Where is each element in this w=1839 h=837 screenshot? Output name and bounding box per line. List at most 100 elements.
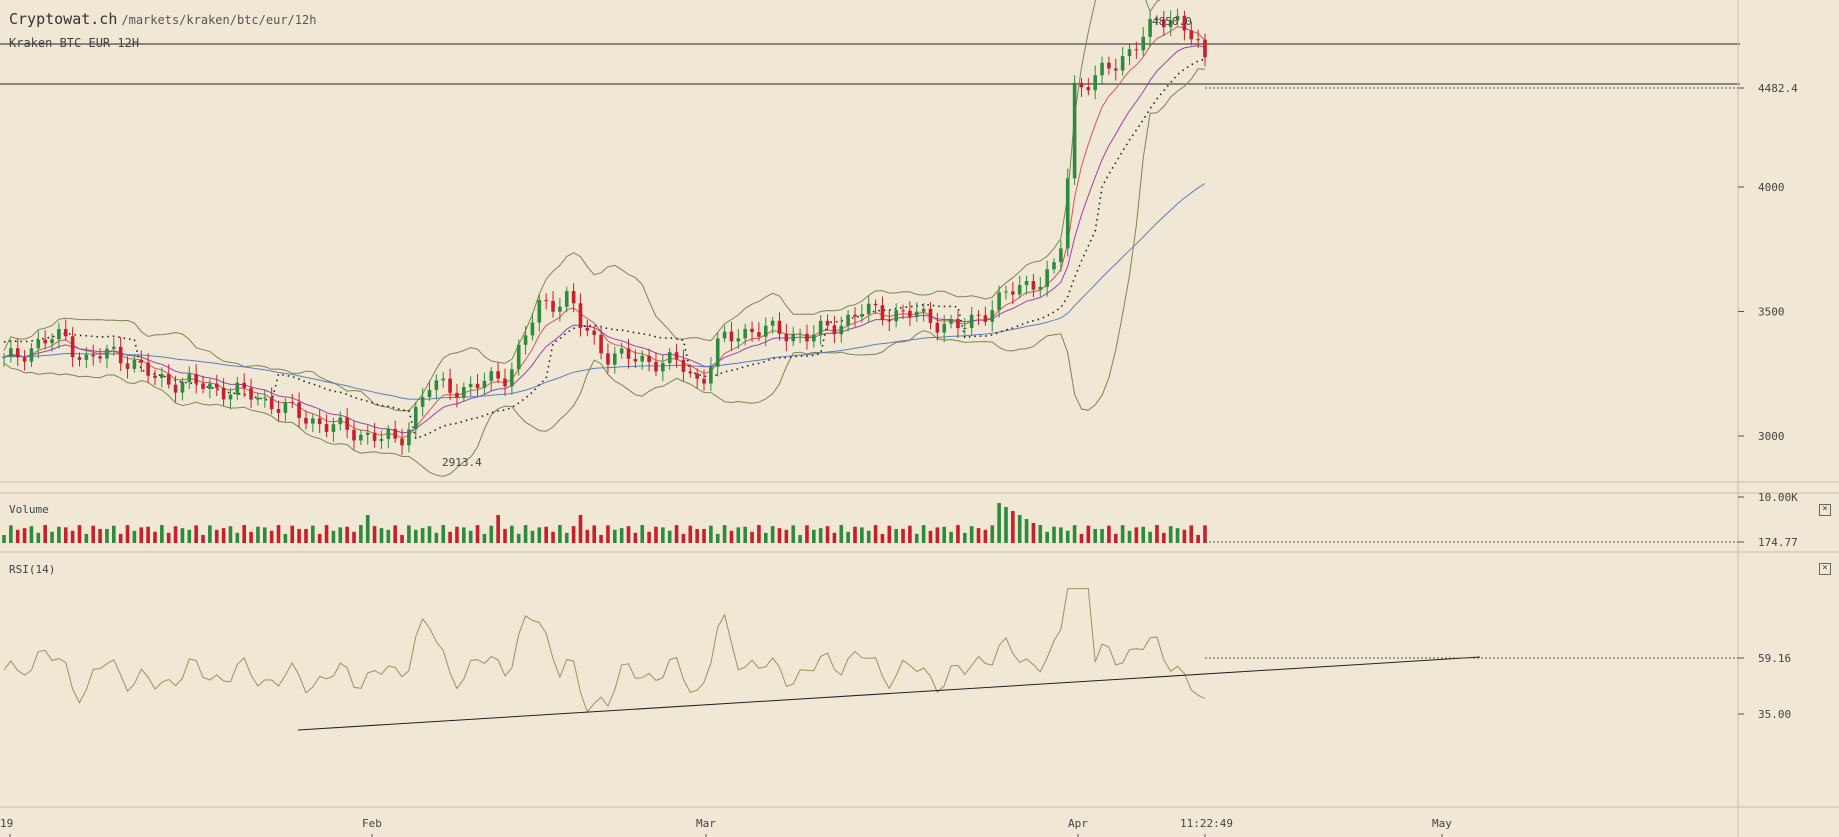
volume-bar xyxy=(290,525,295,543)
volume-bar xyxy=(166,532,171,543)
volume-bar xyxy=(592,525,597,543)
rsi-current-label: 59.16 xyxy=(1758,652,1791,665)
volume-bar xyxy=(1093,528,1097,543)
candle-body xyxy=(1120,56,1125,71)
volume-bar xyxy=(647,531,651,543)
volume-bar xyxy=(1141,526,1146,543)
volume-max-label: 10.00K xyxy=(1758,491,1798,504)
volume-bar xyxy=(1182,529,1187,543)
candle-body xyxy=(825,320,830,326)
site-name[interactable]: Cryptowat.ch xyxy=(9,10,118,28)
candle-body xyxy=(914,311,919,317)
candle-body xyxy=(441,378,446,381)
candle-body xyxy=(455,392,459,398)
candle-body xyxy=(908,310,912,317)
volume-bar xyxy=(365,515,370,543)
volume-bar xyxy=(462,527,466,543)
volume-bar xyxy=(757,525,761,543)
candle-body xyxy=(345,417,349,430)
price-tick-label: 4000 xyxy=(1758,181,1785,194)
candle-body xyxy=(1155,19,1159,21)
volume-bar xyxy=(173,526,178,543)
candle-body xyxy=(468,383,473,388)
candle-body xyxy=(791,333,796,342)
volume-bar xyxy=(441,525,446,543)
candle-body xyxy=(77,357,82,360)
candle-body xyxy=(180,381,185,393)
candle-body xyxy=(990,310,995,322)
volume-bar xyxy=(1031,523,1036,543)
sma-slow-line xyxy=(3,183,1206,400)
volume-bar xyxy=(681,533,686,543)
candlestick-group xyxy=(2,8,1207,456)
volume-bar xyxy=(359,525,363,543)
site-title[interactable]: Cryptowat.ch/markets/kraken/btc/eur/12h xyxy=(9,10,316,28)
rsi-panel-close-icon[interactable]: × xyxy=(1819,563,1831,575)
volume-bar xyxy=(928,530,933,543)
volume-bar xyxy=(1079,533,1084,543)
candle-body xyxy=(860,314,864,317)
volume-panel-close-icon[interactable]: × xyxy=(1819,504,1831,516)
volume-bar xyxy=(77,525,82,543)
candle-body xyxy=(372,432,377,441)
candle-body xyxy=(379,438,384,441)
volume-bar xyxy=(976,528,981,543)
candle-body xyxy=(125,363,130,369)
candle-body xyxy=(1203,39,1207,58)
volume-bar xyxy=(702,528,706,543)
candle-body xyxy=(599,334,603,354)
volume-bar xyxy=(798,534,802,543)
volume-bar xyxy=(448,531,452,543)
candle-body xyxy=(1011,291,1015,295)
candle-body xyxy=(1141,36,1146,51)
candle-body xyxy=(84,354,89,360)
candle-body xyxy=(1038,286,1043,290)
candle-body xyxy=(201,383,205,389)
candle-body xyxy=(674,352,679,360)
price-tick-label: 3000 xyxy=(1758,430,1785,443)
volume-bar xyxy=(1203,525,1207,543)
volume-bar xyxy=(1024,519,1029,543)
volume-bar xyxy=(688,525,693,543)
volume-bar xyxy=(249,531,253,543)
volume-bar xyxy=(400,534,404,543)
volume-bar xyxy=(139,527,144,543)
candle-body xyxy=(695,373,699,379)
volume-bar xyxy=(908,525,912,543)
volume-bar xyxy=(57,526,61,543)
ema-fast-line xyxy=(3,26,1206,439)
volume-bar xyxy=(317,533,322,543)
volume-bar xyxy=(969,526,974,543)
candle-body xyxy=(50,339,54,344)
volume-bar xyxy=(1045,531,1049,543)
volume-bar xyxy=(63,527,68,543)
candle-body xyxy=(503,378,507,387)
volume-bar xyxy=(935,527,940,543)
volume-bar xyxy=(1175,528,1180,543)
volume-bar xyxy=(743,526,747,543)
candle-body xyxy=(1024,281,1029,286)
volume-bar xyxy=(715,533,720,543)
candle-body xyxy=(1052,262,1056,270)
volume-bar xyxy=(1127,530,1132,543)
low-price-annotation: 2913.4 xyxy=(442,456,482,469)
candle-body xyxy=(688,371,693,374)
volume-bar xyxy=(722,525,727,543)
volume-bar xyxy=(1038,525,1043,543)
volume-bar xyxy=(15,529,20,543)
candle-body xyxy=(997,292,1001,311)
rsi-panel-label: RSI(14) xyxy=(9,563,56,576)
volume-bar xyxy=(434,532,439,543)
candle-body xyxy=(1072,82,1077,179)
volume-bar xyxy=(880,533,885,543)
parabolic-sar-dots xyxy=(3,58,1206,440)
volume-bar xyxy=(256,526,260,543)
volume-bar xyxy=(194,525,198,543)
candle-body xyxy=(832,325,837,335)
volume-bar xyxy=(674,525,679,543)
candle-body xyxy=(1107,62,1111,69)
volume-bar xyxy=(276,525,281,543)
candle-body xyxy=(1093,75,1097,91)
candle-body xyxy=(434,380,439,390)
